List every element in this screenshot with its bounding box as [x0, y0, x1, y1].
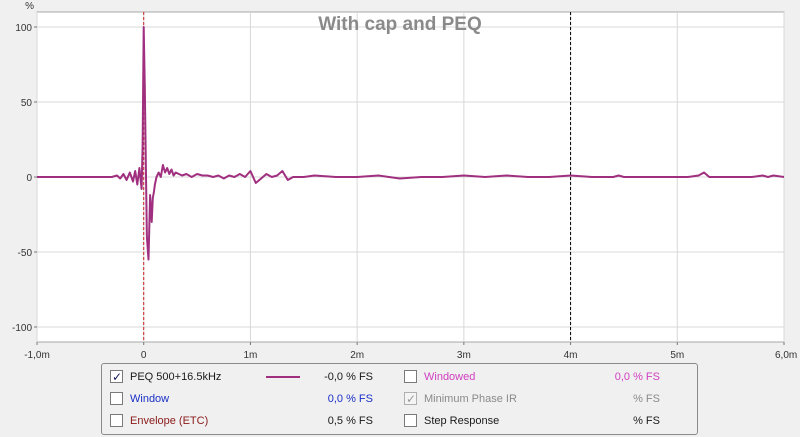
legend-row[interactable]: Minimum Phase IR % FS [404, 389, 689, 409]
impulse-chart[interactable]: 100 50 0 -50 -100 -1,0m 0 1m 2m 3m 4m 5m 6,0m s % W… [0, 0, 800, 362]
legend-value: 0,0 % FS [614, 371, 660, 383]
legend-row[interactable]: Step Response % FS [404, 411, 689, 431]
legend-checkbox[interactable] [110, 414, 123, 427]
legend-label: Minimum Phase IR [424, 393, 517, 405]
chart-title: With cap and PEQ [318, 14, 481, 35]
legend-label: Windowed [424, 371, 476, 383]
legend-panel: PEQ 500+16.5kHz -0,0 % FS Window 0,0 % FS En… [101, 363, 698, 435]
x-tick-label: 5m [670, 350, 684, 361]
y-tick-label: -50 [18, 248, 33, 259]
legend-row[interactable]: Windowed 0,0 % FS [404, 367, 689, 387]
x-tick-label: -1,0m [24, 350, 50, 361]
series-line-peq [37, 26, 785, 261]
y-tick-label: 100 [15, 23, 32, 34]
x-tick-label: 6,0m s [775, 350, 800, 361]
legend-row[interactable]: Window 0,0 % FS [110, 389, 395, 409]
legend-label: Envelope (ETC) [130, 415, 209, 427]
x-tick-label: 2m [350, 350, 364, 361]
y-axis: 100 50 0 -50 -100 [12, 23, 37, 334]
legend-label: Window [130, 393, 170, 405]
legend-label: Step Response [424, 415, 500, 427]
x-tick-label: 3m [457, 350, 471, 361]
x-tick-label: 1m [243, 350, 257, 361]
legend-checkbox [404, 389, 417, 409]
y-tick-label: 0 [26, 173, 32, 184]
x-axis: -1,0m 0 1m 2m 3m 4m 5m 6,0m s [24, 342, 800, 361]
y-tick-label: 50 [21, 98, 33, 109]
legend-row[interactable]: Envelope (ETC) 0,5 % FS [110, 411, 395, 431]
x-tick-label: 4m [564, 350, 578, 361]
legend-value: 0,0 % FS [327, 393, 373, 405]
legend-checkbox[interactable] [404, 414, 417, 427]
legend-swatch [266, 376, 300, 378]
x-tick-label: 0 [141, 350, 147, 361]
y-unit-label: % [25, 1, 34, 12]
legend-row[interactable]: PEQ 500+16.5kHz -0,0 % FS [110, 367, 395, 387]
legend-value: % FS [633, 415, 660, 427]
y-tick-label: -100 [12, 323, 32, 334]
legend-value: -0,0 % FS [324, 371, 373, 383]
legend-checkbox[interactable] [110, 392, 123, 405]
legend-checkbox[interactable] [404, 370, 417, 383]
legend-value: % FS [633, 393, 660, 405]
legend-value: 0,5 % FS [327, 415, 373, 427]
legend-checkbox[interactable] [110, 367, 123, 387]
legend-label: PEQ 500+16.5kHz [130, 371, 222, 383]
series-layer [37, 26, 785, 261]
